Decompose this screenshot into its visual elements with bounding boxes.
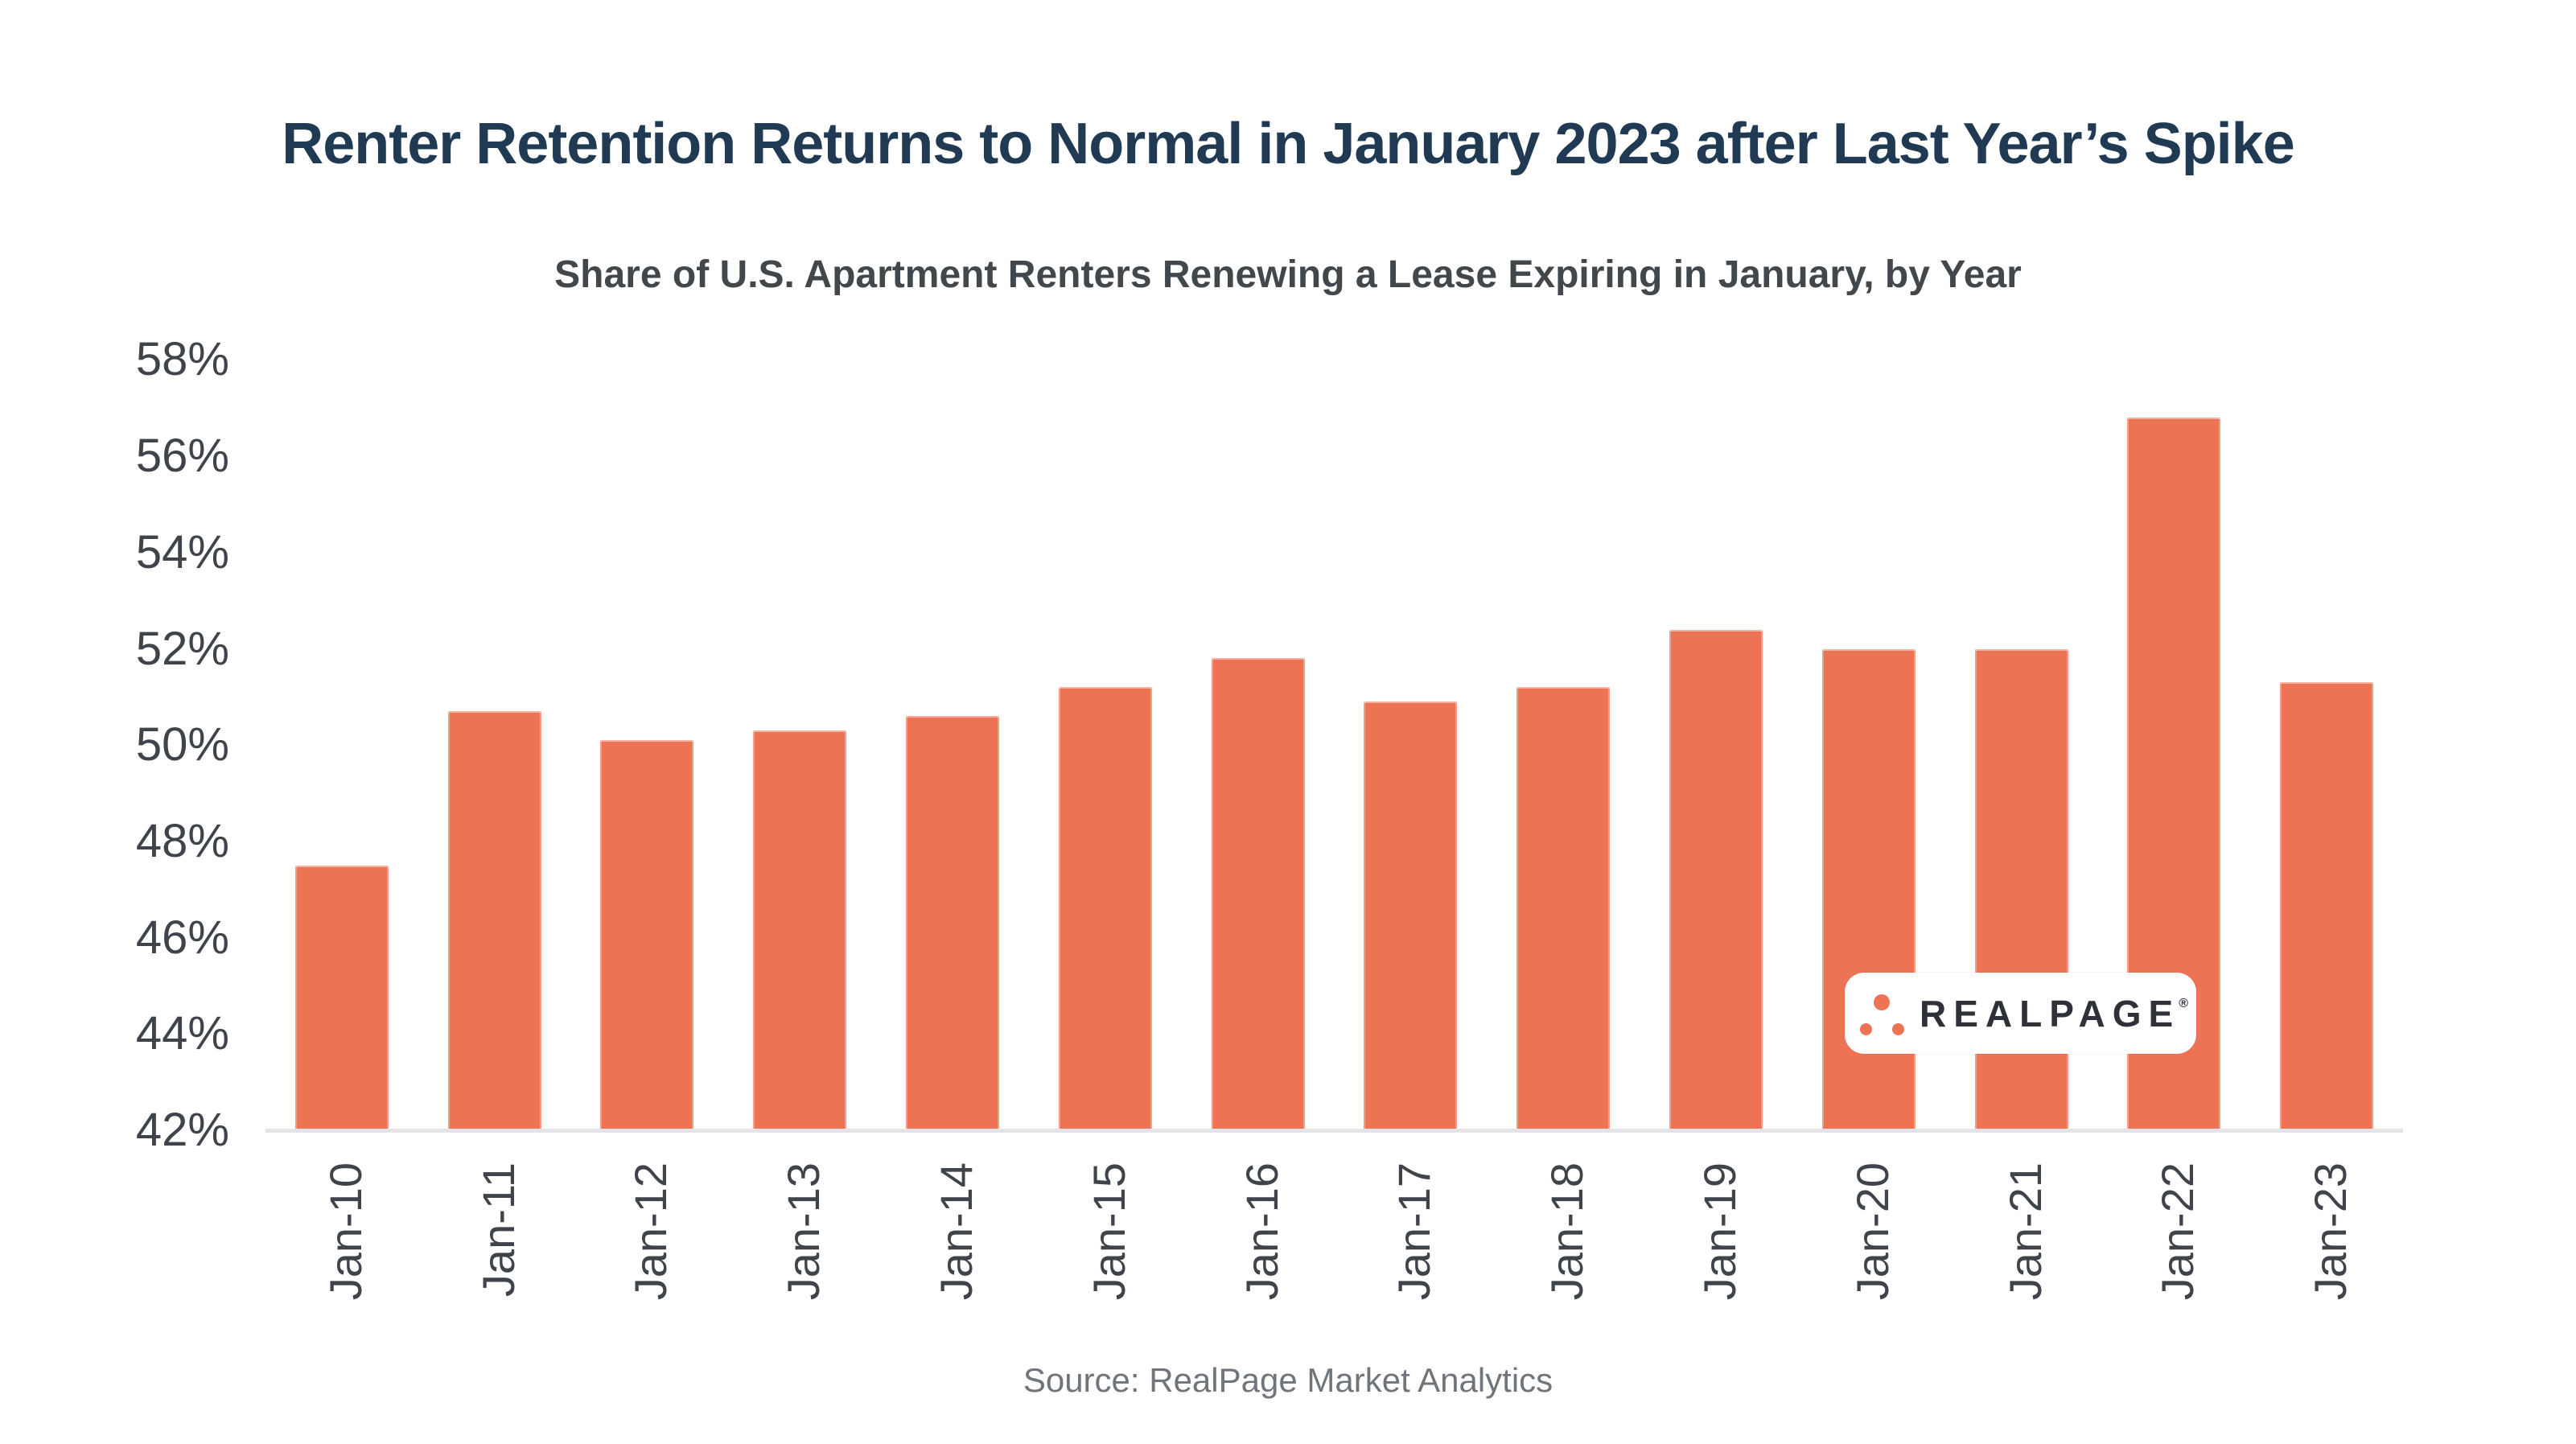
- x-axis-label-jan-10: Jan-10: [319, 1162, 371, 1301]
- bar-jan-11: [447, 711, 541, 1130]
- logo-dot-icon: [1892, 1023, 1904, 1035]
- x-axis-label-jan-19: Jan-19: [1693, 1162, 1745, 1301]
- bar-jan-20: [1821, 648, 1916, 1130]
- bar-jan-10: [294, 865, 389, 1130]
- y-axis-tick-56: 56%: [135, 430, 229, 483]
- x-axis-label-jan-17: Jan-17: [1389, 1162, 1440, 1301]
- x-axis-label-jan-16: Jan-16: [1236, 1162, 1287, 1301]
- chart-title: Renter Retention Returns to Normal in Ja…: [282, 112, 2295, 176]
- realpage-logo: REALPAGE ®: [1845, 973, 2196, 1054]
- logo-dot-icon: [1874, 994, 1890, 1010]
- chart-subtitle: Share of U.S. Apartment Renters Renewing…: [554, 253, 2022, 296]
- bar-jan-16: [1211, 658, 1305, 1130]
- x-axis-label-jan-13: Jan-13: [778, 1162, 829, 1301]
- x-axis-label-jan-15: Jan-15: [1083, 1162, 1134, 1301]
- x-axis-label-jan-22: Jan-22: [2152, 1162, 2204, 1301]
- bar-jan-19: [1669, 629, 1763, 1130]
- bar-jan-15: [1058, 687, 1152, 1130]
- y-axis-tick-54: 54%: [135, 525, 229, 578]
- logo-dot-icon: [1860, 1023, 1872, 1035]
- y-axis-tick-50: 50%: [135, 718, 229, 771]
- y-axis-tick-48: 48%: [135, 814, 229, 867]
- bar-jan-21: [1974, 648, 2068, 1130]
- x-axis-label-jan-12: Jan-12: [625, 1162, 677, 1301]
- x-axis-label-jan-21: Jan-21: [1999, 1162, 2051, 1301]
- y-axis-tick-52: 52%: [135, 622, 229, 675]
- y-axis-tick-58: 58%: [135, 333, 229, 386]
- registered-trademark-icon: ®: [2179, 997, 2188, 1010]
- bar-jan-14: [906, 716, 1000, 1130]
- bar-jan-13: [753, 730, 847, 1130]
- x-axis-label-jan-20: Jan-20: [1846, 1162, 1898, 1301]
- bar-jan-17: [1364, 701, 1458, 1130]
- x-axis-baseline: [265, 1129, 2403, 1133]
- source-note: Source: RealPage Market Analytics: [1023, 1361, 1553, 1399]
- y-axis-tick-42: 42%: [135, 1104, 229, 1156]
- bar-jan-12: [600, 740, 694, 1130]
- bar-jan-23: [2280, 682, 2374, 1130]
- x-axis-label-jan-11: Jan-11: [472, 1162, 524, 1298]
- y-axis-tick-44: 44%: [135, 1007, 229, 1060]
- logo-wordmark: REALPAGE: [1920, 992, 2181, 1035]
- x-axis-label-jan-18: Jan-18: [1541, 1162, 1593, 1301]
- x-axis-label-jan-23: Jan-23: [2305, 1162, 2356, 1301]
- y-axis-tick-46: 46%: [135, 911, 229, 964]
- bar-jan-18: [1516, 687, 1611, 1130]
- x-axis-label-jan-14: Jan-14: [931, 1162, 982, 1301]
